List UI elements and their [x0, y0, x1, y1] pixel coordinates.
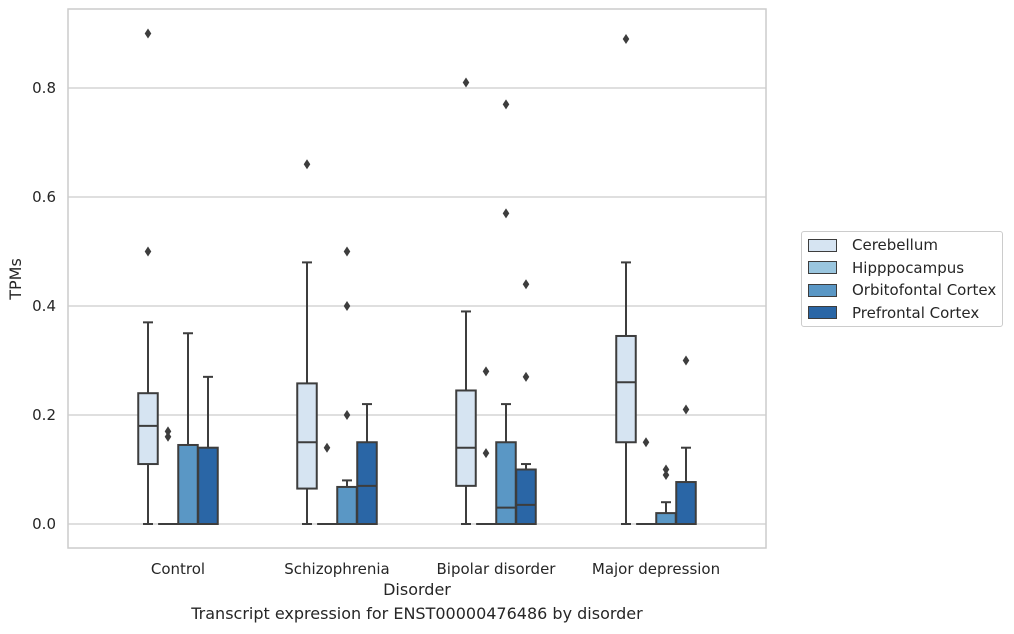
- legend-label: Orbitofontal Cortex: [852, 281, 997, 299]
- x-axis-label: Disorder: [383, 580, 451, 599]
- legend-item: Prefrontal Cortex: [808, 303, 979, 323]
- legend-item: Hipppocampus: [808, 258, 964, 278]
- legend-swatch: [808, 283, 837, 297]
- legend-swatch: [808, 238, 837, 252]
- box-cerebellum: [615, 33, 637, 525]
- outlier-point: [482, 448, 490, 459]
- box-iqr: [177, 443, 199, 526]
- box-prefrontal-cortex: [675, 355, 697, 526]
- box-plot-area: [137, 28, 697, 526]
- box-iqr: [495, 441, 517, 525]
- box-prefrontal-cortex: [515, 279, 537, 525]
- box-orbitofontal-cortex: [655, 464, 677, 525]
- box-hipppocampus: [476, 366, 496, 525]
- outlier-point: [323, 442, 331, 453]
- legend-item: Orbitofontal Cortex: [808, 280, 996, 300]
- outlier-point: [522, 371, 530, 382]
- chart-caption: Transcript expression for ENST0000047648…: [191, 604, 643, 623]
- box-iqr: [655, 512, 677, 525]
- box-prefrontal-cortex: [356, 403, 378, 525]
- y-tick-label: 0.2: [32, 406, 56, 424]
- outlier-point: [303, 159, 311, 170]
- outlier-point: [343, 246, 351, 257]
- box-hipppocampus: [636, 437, 656, 525]
- y-axis-ticks: 0.0 0.2 0.4 0.6 0.8: [32, 79, 56, 533]
- outlier-point: [144, 28, 152, 39]
- legend: Cerebellum Hipppocampus Orbitofontal Corte…: [801, 231, 1003, 327]
- box-cerebellum: [455, 77, 477, 525]
- box-orbitofontal-cortex: [336, 246, 358, 526]
- legend-item: Cerebellum: [808, 235, 938, 255]
- legend-label: Cerebellum: [852, 236, 938, 254]
- outlier-point: [343, 301, 351, 311]
- box-iqr: [615, 334, 637, 444]
- box-orbitofontal-cortex: [495, 99, 517, 525]
- box-prefrontal-cortex: [197, 375, 219, 526]
- outlier-point: [662, 469, 670, 480]
- box-cerebellum: [137, 28, 159, 525]
- x-tick-label: Control: [151, 560, 205, 578]
- x-tick-label: Schizophrenia: [284, 560, 389, 578]
- y-tick-label: 0.8: [32, 79, 56, 97]
- outlier-point: [522, 279, 530, 290]
- y-axis-label: TPMs: [6, 258, 25, 301]
- box-iqr: [515, 468, 537, 525]
- legend-swatch: [808, 261, 837, 274]
- outlier-point: [662, 464, 670, 475]
- outlier-point: [502, 208, 510, 219]
- x-tick-label: Major depression: [592, 560, 720, 578]
- box-hipppocampus: [317, 442, 337, 525]
- box-cerebellum: [296, 159, 318, 525]
- box-iqr: [675, 481, 697, 526]
- plot-frame: [67, 8, 767, 549]
- legend-label: Hipppocampus: [852, 258, 965, 277]
- x-tick-label: Bipolar disorder: [437, 560, 557, 578]
- outlier-point: [164, 431, 172, 442]
- outlier-point: [682, 404, 690, 415]
- box-iqr: [455, 389, 477, 487]
- box-orbitofontal-cortex: [177, 332, 199, 526]
- box-iqr: [336, 485, 358, 526]
- legend-label: Prefrontal Cortex: [852, 303, 980, 322]
- outlier-point: [164, 426, 172, 437]
- box-iqr: [356, 441, 378, 525]
- box-hipppocampus: [158, 426, 178, 525]
- gridlines: [68, 87, 766, 525]
- outlier-point: [642, 437, 650, 448]
- box-iqr: [137, 392, 159, 466]
- legend-swatch: [808, 306, 837, 319]
- outlier-point: [682, 355, 690, 366]
- y-tick-label: 0.4: [32, 297, 56, 315]
- box-iqr: [296, 382, 318, 490]
- outlier-point: [144, 246, 152, 257]
- box-iqr: [197, 446, 219, 526]
- outlier-point: [502, 99, 510, 110]
- x-axis-ticks: Control Schizophrenia Bipolar disorder Majo…: [151, 560, 720, 578]
- outlier-point: [482, 366, 490, 377]
- y-tick-label: 0.0: [32, 515, 56, 533]
- outlier-point: [462, 77, 470, 88]
- outlier-point: [343, 410, 351, 420]
- y-tick-label: 0.6: [32, 188, 56, 206]
- outlier-point: [622, 33, 630, 44]
